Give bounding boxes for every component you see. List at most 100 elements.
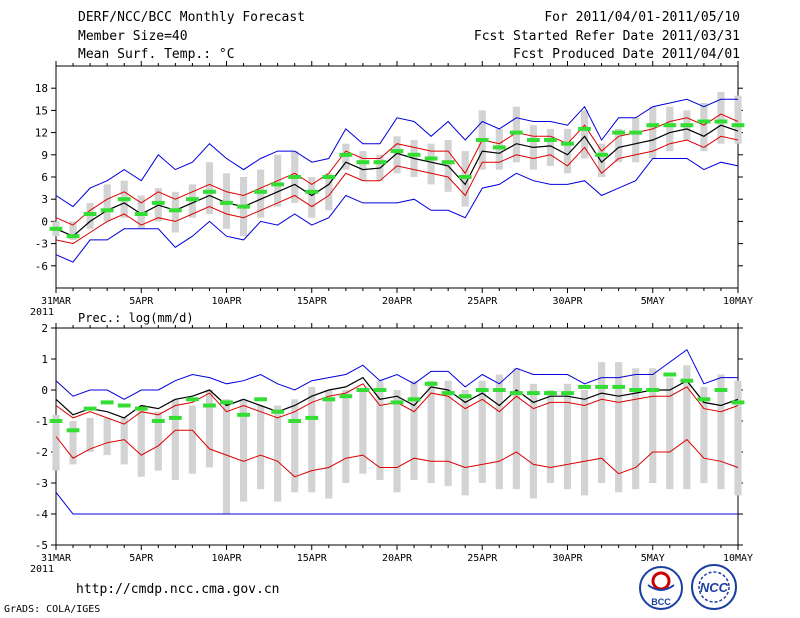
prec-ytick-label: -3 xyxy=(35,477,48,490)
temp-box xyxy=(205,162,214,214)
prec-median-mark xyxy=(527,391,540,396)
prec-xtick-label: 15APR xyxy=(297,553,328,564)
temp-median-mark xyxy=(731,123,745,128)
temp-box xyxy=(325,173,333,211)
prec-box xyxy=(734,380,742,496)
temp-median-mark xyxy=(83,212,97,216)
prec-box xyxy=(461,390,469,496)
temp-median-mark xyxy=(390,149,404,154)
temp-median-mark xyxy=(612,130,626,135)
prec-year-label: 2011 xyxy=(30,564,54,575)
temp-box xyxy=(308,177,316,218)
temp-min-line xyxy=(55,158,739,263)
temp-box xyxy=(632,117,640,163)
member-size: Member Size=40 xyxy=(78,29,188,44)
temp-box xyxy=(69,221,77,240)
prec-box xyxy=(495,374,503,490)
prec-box xyxy=(700,386,708,483)
prec-median-mark xyxy=(612,384,626,389)
temp-median-mark xyxy=(646,123,660,128)
prec-xtick-label: 31MAR xyxy=(41,553,72,564)
temp-median-mark xyxy=(322,175,336,179)
prec-median-mark xyxy=(83,406,97,411)
temp-box xyxy=(666,106,674,152)
prec-box xyxy=(410,380,418,480)
temp-std-lower-line xyxy=(55,135,739,245)
prec-box xyxy=(427,380,435,483)
temp-frame xyxy=(55,65,739,289)
prec-median-mark xyxy=(237,412,250,417)
temp-ytick-label: -3 xyxy=(35,238,48,251)
prec-median-mark xyxy=(373,388,387,392)
prec-box xyxy=(86,417,94,452)
prec-median-mark xyxy=(544,391,557,396)
temp-median-mark xyxy=(151,200,165,205)
temp-median-mark xyxy=(680,123,694,128)
prec-median-mark xyxy=(168,415,182,420)
temp-median-mark xyxy=(168,208,182,213)
prec-median-mark xyxy=(49,419,63,423)
prec-min-line xyxy=(55,491,738,515)
prec-box xyxy=(512,368,520,490)
prec-xtick-label: 10MAY xyxy=(723,553,753,564)
prec-median-mark xyxy=(578,384,591,389)
temp-median-mark xyxy=(49,226,63,231)
temp-median-mark xyxy=(220,200,233,205)
prec-xtick-label: 30APR xyxy=(552,553,583,564)
prec-median-mark xyxy=(151,419,165,423)
prec-box xyxy=(478,380,486,483)
prec-median-mark xyxy=(714,388,728,392)
temp-median-mark xyxy=(186,197,199,202)
temp-xtick-label: 15APR xyxy=(297,296,328,307)
temp-ytick-label: 9 xyxy=(41,149,48,162)
temp-median-mark xyxy=(339,152,353,157)
prec-median-mark xyxy=(731,400,745,405)
temp-median-mark xyxy=(424,156,438,161)
prec-ytick-label: -4 xyxy=(35,508,49,521)
ncc-logo-text: NCC xyxy=(700,580,729,595)
prec-median-mark xyxy=(595,384,608,389)
prec-median-mark xyxy=(100,400,114,405)
temp-median-mark xyxy=(271,182,285,187)
temp-ytick-label: 0 xyxy=(41,215,48,228)
temp-ytick-label: 12 xyxy=(35,127,48,140)
prec-box xyxy=(649,368,657,483)
prec-xtick-label: 10APR xyxy=(211,553,242,564)
temp-median-mark xyxy=(288,175,302,179)
temp-xtick-label: 5APR xyxy=(129,296,154,307)
temp-median-mark xyxy=(492,145,506,150)
prec-box xyxy=(717,374,725,490)
prec-median-mark xyxy=(680,378,694,383)
prec-median-mark xyxy=(186,397,199,402)
prec-xtick-label: 5APR xyxy=(129,553,154,564)
temp-median-mark xyxy=(254,189,267,194)
prec-ytick-label: 1 xyxy=(41,353,48,366)
prec-box xyxy=(274,405,282,502)
prec-median-mark xyxy=(475,388,489,392)
temp-median-mark xyxy=(237,204,250,209)
temp-box xyxy=(700,103,708,152)
prec-box xyxy=(188,405,196,474)
prec-box xyxy=(103,417,111,456)
temp-median-mark xyxy=(356,160,370,165)
temp-xtick-label: 30APR xyxy=(552,296,583,307)
temp-ytick-label: -6 xyxy=(35,260,48,273)
temp-panel-title: Mean Surf. Temp.: °C xyxy=(78,47,235,62)
temp-ytick-label: 3 xyxy=(41,193,48,206)
prec-median-mark xyxy=(254,397,267,402)
temp-xtick-label: 10MAY xyxy=(723,296,753,307)
source-url[interactable]: http://cmdp.ncc.cma.gov.cn xyxy=(76,582,280,597)
forecast-start-date: Fcst Started Refer Date 2011/03/31 xyxy=(473,29,740,44)
prec-std-lower-line xyxy=(55,429,739,478)
prec-box xyxy=(325,390,333,499)
prec-box xyxy=(308,386,316,493)
prec-box xyxy=(632,368,640,490)
temp-median-mark xyxy=(458,175,472,179)
temp-median-mark xyxy=(373,160,387,165)
prec-box xyxy=(52,414,60,471)
temp-box xyxy=(717,91,725,144)
prec-max-line xyxy=(55,348,738,400)
prec-median-mark xyxy=(134,406,148,411)
temperature-panel: -6 -3 0 3 6 9 12 15 18 31MAR 5APR 10APR 15APR 20APR 25… xyxy=(30,61,753,318)
